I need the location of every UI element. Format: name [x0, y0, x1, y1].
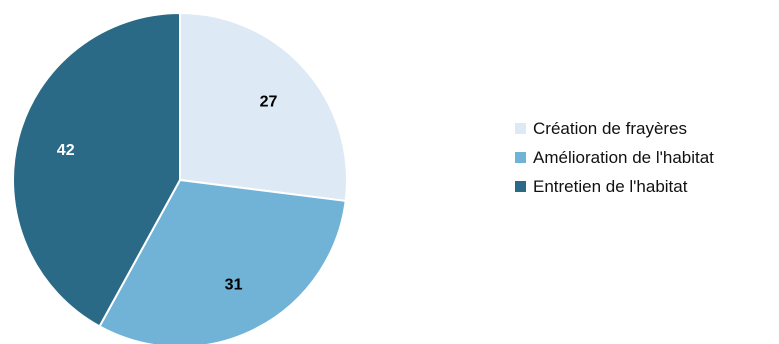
legend-label-amelioration: Amélioration de l'habitat — [533, 147, 714, 167]
legend-swatch-entretien — [515, 181, 526, 192]
legend-label-creation: Création de frayères — [533, 118, 688, 138]
legend-item-creation: Création de frayères — [515, 114, 714, 143]
pie-slice-amelioration — [98, 178, 347, 344]
legend-swatch-creation — [515, 123, 526, 134]
legend-label-entretien: Entretien de l'habitat — [533, 176, 688, 196]
pie-slice-entretien — [12, 11, 181, 328]
pie-slice-creation — [179, 11, 348, 203]
data-label-amelioration: 31 — [225, 277, 243, 294]
legend: Création de frayères Amélioration de l'h… — [515, 114, 714, 201]
legend-swatch-amelioration — [515, 152, 526, 163]
legend-item-amelioration: Amélioration de l'habitat — [515, 143, 714, 172]
data-label-entretien: 42 — [57, 142, 75, 159]
legend-item-entretien: Entretien de l'habitat — [515, 172, 714, 201]
data-label-creation: 27 — [260, 93, 278, 110]
